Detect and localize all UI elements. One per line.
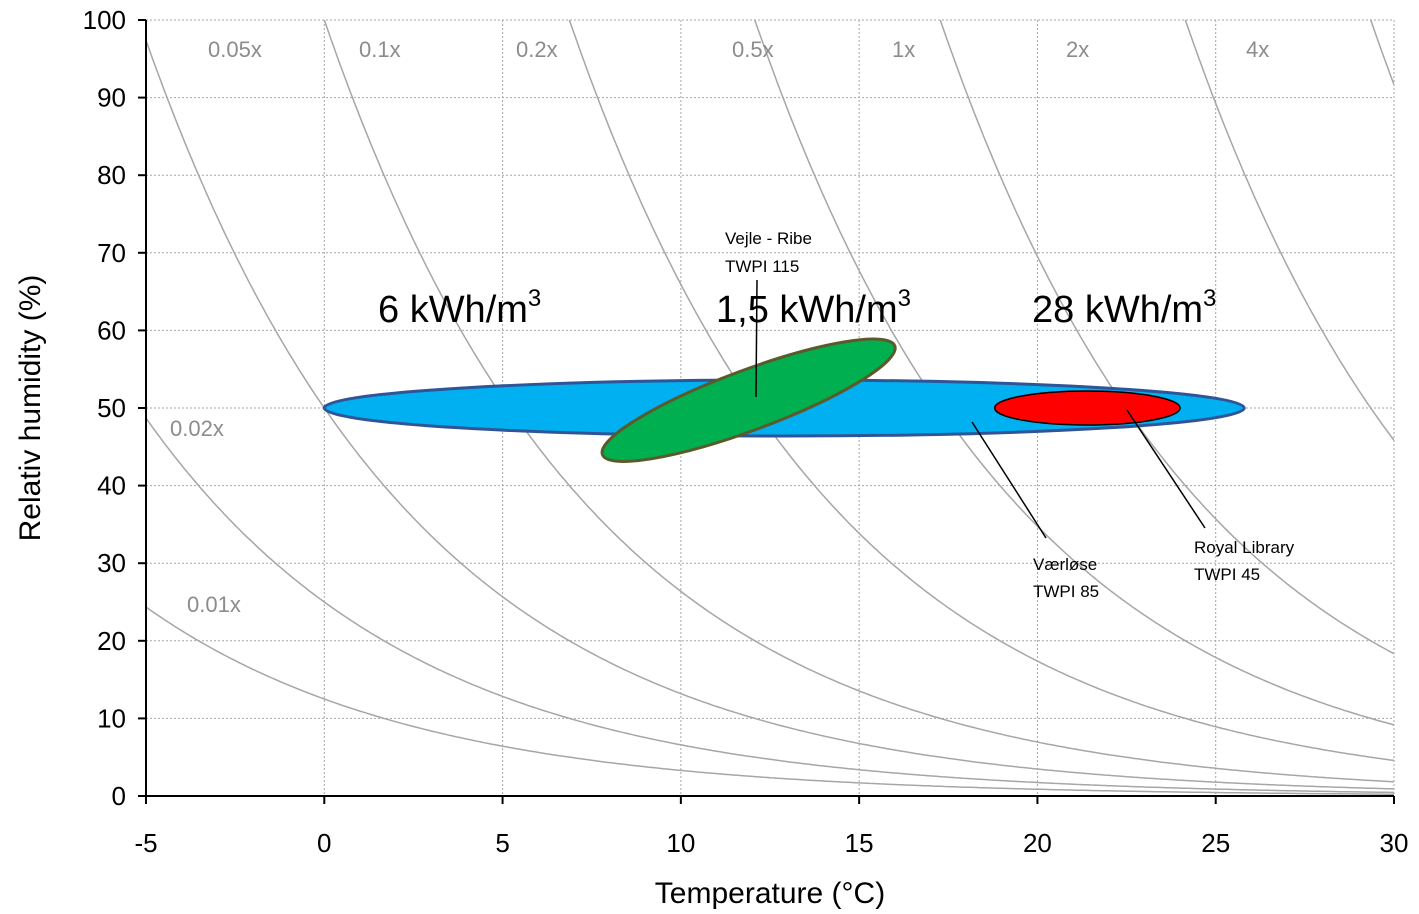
iso-curve-label: 0.2x (516, 37, 558, 62)
x-tick-label: 5 (495, 828, 509, 858)
region-ellipse-royal-library (993, 390, 1181, 426)
iso-curve (1184, 20, 1394, 441)
iso-curve (146, 40, 1394, 790)
leader-line-royal-library (1126, 409, 1206, 529)
x-tick-label: 0 (317, 828, 331, 858)
energy-label-left: 6 kWh/m3 (378, 285, 541, 331)
iso-labels: 0.01x 0.02x 0.05x 0.1x 0.2x 0.5x 1x 2x 4x (170, 37, 1269, 617)
iso-curve-label: 0.5x (732, 37, 774, 62)
y-tick-label: 50 (97, 393, 126, 423)
y-tick-label: 40 (97, 471, 126, 501)
leader-line-vaerlose (971, 421, 1047, 539)
site-twpi-royal-library: TWPI 45 (1194, 565, 1260, 584)
y-tick-label: 0 (112, 781, 126, 811)
iso-curves (146, 20, 1394, 795)
x-tick-label: 10 (666, 828, 695, 858)
region-ellipse-vejle-ribe (600, 337, 897, 463)
site-twpi-vejle-ribe: TWPI 115 (725, 257, 799, 276)
y-tick-label: 10 (97, 703, 126, 733)
iso-curve-label: 0.01x (187, 592, 241, 617)
iso-curve-label: 2x (1066, 37, 1089, 62)
energy-label-middle: 1,5 kWh/m3 (716, 285, 911, 331)
site-label-vejle-ribe: Vejle - Ribe (725, 229, 812, 248)
energy-label-right: 28 kWh/m3 (1032, 285, 1216, 331)
iso-curve-label: 0.05x (208, 37, 262, 62)
iso-curve-label: 1x (892, 37, 915, 62)
y-tick-label: 100 (83, 5, 126, 35)
x-tick-label: 30 (1380, 828, 1409, 858)
iso-curve (323, 20, 1394, 783)
iso-curve (939, 20, 1394, 655)
iso-curve-label: 4x (1246, 37, 1269, 62)
ticks: -5 0 5 10 15 20 25 30 0 10 20 30 40 50 60 70 80 90 100 (83, 5, 1409, 858)
site-label-vaerlose: Værløse (1033, 555, 1097, 574)
site-label-royal-library: Royal Library (1194, 538, 1295, 557)
y-tick-label: 90 (97, 83, 126, 113)
x-tick-label: -5 (134, 828, 157, 858)
iso-curve-label: 0.1x (359, 37, 401, 62)
y-axis-title: Relativ humidity (%) (14, 275, 47, 542)
x-tick-label: 25 (1201, 828, 1230, 858)
y-tick-label: 30 (97, 548, 126, 578)
x-tick-label: 15 (845, 828, 874, 858)
x-axis-title: Temperature (°C) (655, 877, 885, 910)
iso-curve-label: 0.02x (170, 416, 224, 441)
iso-curve (146, 606, 1394, 795)
site-twpi-vaerlose: TWPI 85 (1033, 582, 1099, 601)
y-tick-label: 60 (97, 315, 126, 345)
y-tick-label: 70 (97, 238, 126, 268)
leader-line-vejle-ribe (755, 279, 758, 398)
y-tick-label: 20 (97, 626, 126, 656)
iso-curve (754, 20, 1394, 726)
x-tick-label: 20 (1023, 828, 1052, 858)
y-tick-label: 80 (97, 160, 126, 190)
iso-curve (146, 417, 1394, 794)
